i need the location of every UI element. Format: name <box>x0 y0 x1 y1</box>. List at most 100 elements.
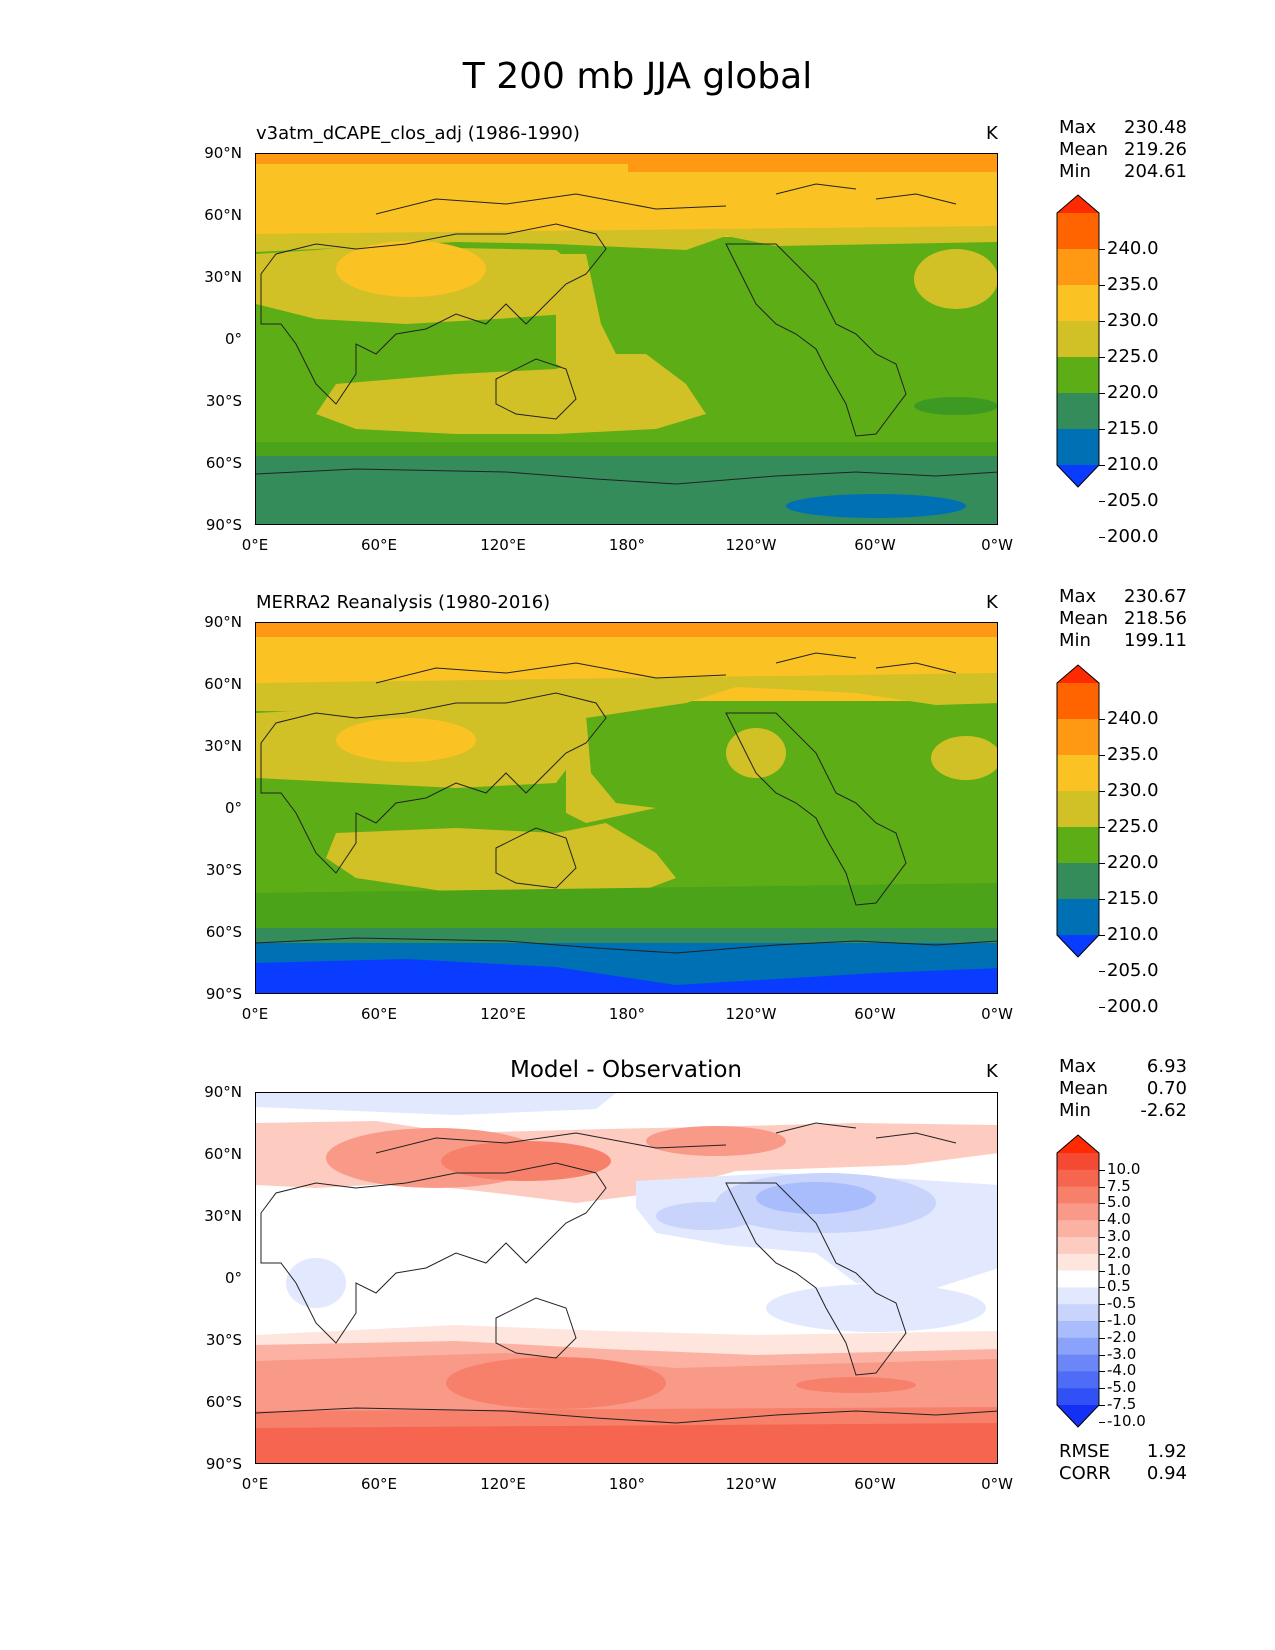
panel-2-stat-min: Min 199.11 <box>1059 630 1187 652</box>
colorbar-tick <box>1099 537 1105 538</box>
colorbar-tick <box>1099 1421 1105 1423</box>
colorbar-segment <box>1057 285 1099 322</box>
colorbar-segment <box>1057 213 1099 250</box>
colorbar-tick-label: -1.0 <box>1107 1311 1137 1329</box>
panel-1-field <box>256 154 997 524</box>
colorbar-tick-label: 205.0 <box>1107 490 1159 511</box>
panel-3-lon-label: 0°E <box>241 1475 269 1493</box>
panel-1-stat-mean: Mean 219.26 <box>1059 139 1187 161</box>
panel-2-stat-mean: Mean 218.56 <box>1059 608 1187 630</box>
panel-2-stat-max: Max 230.67 <box>1059 586 1187 608</box>
panel-2-lon-label: 120°E <box>480 1005 526 1023</box>
panel-3-lat-label: 30°N <box>204 1207 242 1225</box>
colorbar-tick <box>1099 501 1105 502</box>
panel-2-colorbar: 240.0 235.0 230.0 225.0 220.0 215.0 210.0 205.0… <box>1055 663 1225 1017</box>
colorbar-tick <box>1099 755 1105 756</box>
colorbar-extend-max <box>1057 195 1099 213</box>
panel-1-map <box>255 153 998 525</box>
panel-2-lon-label: 60°W <box>854 1005 896 1023</box>
stat-label: Min <box>1059 1100 1091 1121</box>
colorbar-tick-label: 240.0 <box>1107 708 1159 729</box>
colorbar-segment <box>1057 1253 1099 1272</box>
colorbar-extend-min <box>1057 935 1099 957</box>
panel-2-lon-label: 60°E <box>360 1005 398 1023</box>
metric-value: 0.94 <box>1146 1463 1187 1484</box>
panel-3-stat-mean: Mean 0.70 <box>1059 1078 1187 1100</box>
colorbar-tick-label: -3.0 <box>1107 1344 1137 1363</box>
panel-3-lat-label: 0° <box>224 1269 242 1287</box>
colorbar-tick <box>1099 1287 1105 1289</box>
colorbar-tick <box>1099 791 1105 792</box>
colorbar-tick-label: -2.0 <box>1107 1327 1137 1346</box>
colorbar-tick-label: 215.0 <box>1107 418 1159 439</box>
colorbar-tick <box>1099 1405 1105 1406</box>
stat-value: 204.61 <box>1124 161 1187 182</box>
colorbar-segment <box>1057 1220 1099 1238</box>
panel-2-lat-label: 60°N <box>204 675 242 693</box>
colorbar-tick-label: -5.0 <box>1107 1378 1137 1397</box>
colorbar-tick-label: 210.0 <box>1107 454 1159 475</box>
panel-2-title: MERRA2 Reanalysis (1980-2016) <box>256 592 551 613</box>
colorbar-tick-label: 205.0 <box>1107 960 1159 981</box>
colorbar-tick-label: -0.5 <box>1107 1294 1137 1313</box>
panel-2-lon-label: 0°W <box>981 1005 1013 1023</box>
colorbar-segment <box>1057 719 1099 756</box>
colorbar-segment <box>1057 1388 1099 1406</box>
stat-value: 0.70 <box>1146 1078 1187 1099</box>
colorbar-tick <box>1099 1270 1105 1272</box>
colorbar-segment <box>1057 1354 1099 1372</box>
colorbar-tick-label: 230.0 <box>1107 780 1159 801</box>
colorbar-segment <box>1057 249 1099 286</box>
colorbar-extend-min <box>1057 1405 1099 1427</box>
colorbar-tick-label: 10.0 <box>1107 1159 1141 1178</box>
panel-1-lon-label: 0°E <box>241 536 269 554</box>
panel-1-stat-min: Min 204.61 <box>1059 161 1187 183</box>
panel-1-lon-label: 120°W <box>725 536 777 554</box>
colorbar-segment <box>1057 1287 1099 1305</box>
colorbar-segment <box>1057 827 1099 864</box>
panel-2-lon-label: 120°W <box>725 1005 777 1023</box>
panel-3-lat-label: 60°N <box>204 1145 242 1163</box>
stat-value: 230.67 <box>1124 586 1187 607</box>
colorbar-tick <box>1099 1304 1105 1306</box>
colorbar-extend-max <box>1057 665 1099 683</box>
colorbar-tick <box>1099 393 1105 394</box>
panel-1-lat-label: 60°S <box>205 454 242 472</box>
colorbar-tick <box>1099 827 1105 828</box>
colorbar-tick <box>1099 1220 1105 1222</box>
colorbar-tick-label: 235.0 <box>1107 744 1159 765</box>
colorbar-segment <box>1057 357 1099 394</box>
stat-label: Max <box>1059 586 1097 607</box>
panel-3-colorbar: 10.0 7.5 5.0 4.0 3.0 2.0 1.0 0.5 -0.5 -1.0 -2.0 -3.… <box>1055 1133 1225 1433</box>
colorbar-tick <box>1099 935 1105 936</box>
colorbar-tick-label: 200.0 <box>1107 996 1159 1017</box>
colorbar-tick <box>1099 321 1105 322</box>
colorbar-tick <box>1099 1388 1105 1390</box>
colorbar-tick-label: 200.0 <box>1107 526 1159 547</box>
colorbar-tick <box>1099 971 1105 972</box>
panel-1-colorbar: 240.0 235.0 230.0 225.0 220.0 215.0 210.0 205.0… <box>1055 193 1225 547</box>
colorbar-tick <box>1099 429 1105 430</box>
colorbar-segment <box>1057 899 1099 936</box>
stat-label: Min <box>1059 630 1091 651</box>
colorbar-segment <box>1057 1169 1099 1188</box>
panel-3-stat-min: Min -2.62 <box>1059 1100 1187 1122</box>
colorbar-tick-label: 220.0 <box>1107 852 1159 873</box>
colorbar-tick-label: -10.0 <box>1107 1411 1146 1430</box>
panel-3-map <box>255 1092 998 1464</box>
colorbar-tick <box>1099 465 1105 466</box>
colorbar-tick-label: 220.0 <box>1107 382 1159 403</box>
colorbar-tick-label: -7.5 <box>1107 1395 1137 1413</box>
panel-1-stat-max: Max 230.48 <box>1059 117 1187 139</box>
colorbar-svg <box>1056 664 1100 958</box>
colorbar-tick-label: 2.0 <box>1107 1243 1131 1262</box>
figure-title: T 200 mb JJA global <box>462 56 813 97</box>
stat-value: 230.48 <box>1124 117 1187 138</box>
colorbar-segment <box>1057 1321 1099 1339</box>
stat-label: Max <box>1059 1056 1097 1077</box>
colorbar-tick <box>1099 1371 1105 1373</box>
colorbar-segment <box>1057 393 1099 430</box>
colorbar-tick <box>1099 863 1105 864</box>
colorbar-segment <box>1057 683 1099 720</box>
colorbar-tick-label: 3.0 <box>1107 1227 1131 1245</box>
